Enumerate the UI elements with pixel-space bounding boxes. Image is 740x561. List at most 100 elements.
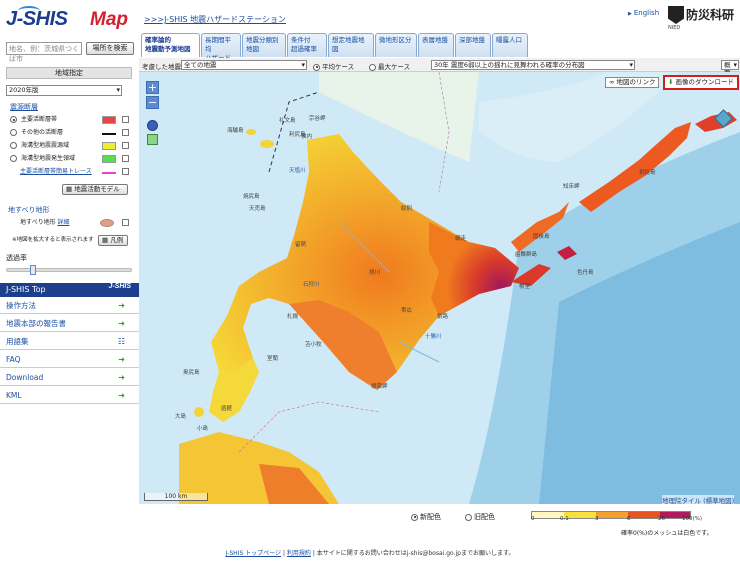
map-label: 大島 bbox=[175, 414, 187, 420]
search-button[interactable]: 場所を検索 bbox=[86, 42, 134, 55]
landslide-row[interactable]: 地すべり地形 詳細 bbox=[20, 218, 144, 228]
color-old-label: 旧配色 bbox=[474, 513, 495, 521]
radio-icon bbox=[465, 513, 472, 521]
fault-label: その他の活断層 bbox=[21, 129, 64, 136]
map-label: 焼尻島 bbox=[243, 194, 260, 200]
fault-row-main[interactable]: 主要活断層帯 bbox=[10, 115, 134, 125]
footer-top-link[interactable]: J-SHIS トップページ bbox=[225, 550, 282, 557]
legend-button[interactable]: ▦ 凡例 bbox=[98, 235, 128, 246]
case-max-option[interactable]: 最大ケース bbox=[369, 61, 410, 71]
menu-item-download[interactable]: Download ➜ bbox=[0, 369, 139, 386]
landslide-detail-link[interactable]: 詳細 bbox=[57, 219, 70, 226]
checkbox[interactable] bbox=[122, 129, 129, 136]
zoom-out-button[interactable]: − bbox=[146, 96, 159, 109]
arrow-right-icon: ➜ bbox=[118, 373, 125, 382]
tab-by-category[interactable]: 地震分類別 地図 bbox=[242, 33, 286, 57]
jshis-map-logo[interactable]: J-SHIS Map bbox=[4, 6, 136, 36]
case-avg-option[interactable]: 平均ケース bbox=[313, 61, 354, 71]
radio-icon bbox=[10, 155, 17, 162]
map-label: 留萌 bbox=[295, 242, 307, 248]
fault-row-other[interactable]: その他の活断層 bbox=[10, 128, 134, 138]
fault-model-button[interactable]: ▦ 地震活動モデル bbox=[62, 184, 128, 195]
swatch-red bbox=[102, 116, 116, 124]
fault-title[interactable]: 震源断層 bbox=[10, 103, 38, 111]
menu-item-kml[interactable]: KML ➜ bbox=[0, 387, 139, 404]
footer-email[interactable]: j-shis@bosai.go.jp bbox=[406, 550, 461, 557]
eq-select[interactable]: 全ての地震 bbox=[181, 60, 307, 70]
layer-icon[interactable] bbox=[147, 134, 158, 145]
tab-line: 地図 bbox=[246, 45, 259, 53]
map-type-select[interactable]: 30年 震度6弱以上の揺れに見舞われる確率の分布図 bbox=[431, 60, 635, 70]
checkbox[interactable] bbox=[122, 219, 129, 226]
tab-long-term[interactable]: 長期間平均ハザード bbox=[201, 33, 241, 62]
swatch-green bbox=[102, 155, 116, 163]
menu-item-howto[interactable]: 操作方法 ➜ bbox=[0, 297, 139, 314]
download-image-button[interactable]: ⬇ 画像のダウンロード bbox=[663, 75, 739, 90]
link-icon: ∞ bbox=[609, 78, 617, 86]
checkbox[interactable] bbox=[122, 142, 129, 149]
menu-item-faq[interactable]: FAQ ➜ bbox=[0, 351, 139, 368]
map-label: 旭川 bbox=[369, 270, 381, 276]
map-label: 天塩川 bbox=[289, 168, 306, 174]
tab-surface-ground[interactable]: 表層地盤 bbox=[418, 33, 454, 57]
tab-microtopography[interactable]: 微地形区分 bbox=[375, 33, 417, 57]
map-toolbar: 考慮した地震 全ての地震 平均ケース 最大ケース 30年 震度6弱以上の揺れに見… bbox=[139, 58, 740, 77]
book-icon: ☷ bbox=[117, 337, 125, 346]
map-label: 帯広 bbox=[401, 308, 413, 314]
legend-tick: 26 bbox=[658, 516, 665, 522]
legend-area: 新配色 旧配色 0 0.1 3 6 26 100(%) 確率0(%)のメッシュは… bbox=[139, 504, 740, 544]
zoom-in-button[interactable]: + bbox=[146, 81, 159, 94]
menu-item-reports[interactable]: 地震本部の報告書 ➜ bbox=[0, 315, 139, 332]
opacity-slider-track[interactable] bbox=[6, 268, 132, 272]
color-old-option[interactable]: 旧配色 bbox=[465, 512, 495, 522]
map-label: 石狩川 bbox=[303, 282, 320, 288]
map-label: 室蘭 bbox=[267, 356, 279, 362]
map-link-button[interactable]: ∞ 地図のリンク bbox=[605, 77, 660, 88]
tab-exposure[interactable]: 曝露人口 bbox=[492, 33, 528, 57]
map-label: 天売島 bbox=[249, 206, 266, 212]
region-head: 地域指定 bbox=[6, 67, 132, 79]
checkbox[interactable] bbox=[122, 168, 129, 175]
checkbox[interactable] bbox=[122, 155, 129, 162]
tab-conditional[interactable]: 条件付 超過確率 bbox=[287, 33, 327, 57]
tab-deep-ground[interactable]: 深部地盤 bbox=[455, 33, 491, 57]
overview-button[interactable]: 概要 bbox=[721, 60, 739, 77]
swatch-magenta-line bbox=[102, 172, 116, 174]
checkbox[interactable] bbox=[122, 116, 129, 123]
tab-scenario[interactable]: 想定地震地図 bbox=[328, 33, 374, 57]
map-label: 小島 bbox=[197, 426, 209, 432]
tab-probabilistic[interactable]: 確率論的 地震動予測地図 bbox=[141, 33, 200, 57]
opacity-label: 透過率 bbox=[6, 254, 27, 262]
map-label: 歯舞群島 bbox=[515, 252, 538, 258]
landslide-title: 地すべり地形 bbox=[8, 206, 50, 214]
fault-row-trench-source[interactable]: 海溝型地震震源域 bbox=[10, 141, 134, 151]
logo-map-text: Map bbox=[90, 9, 128, 30]
fault-row-trench-area[interactable]: 海溝型地震発生領域 bbox=[10, 154, 134, 164]
footer-contact-tail: までお願いします。 bbox=[460, 550, 515, 557]
fault-row-trace[interactable]: 主要活断層帯簡易トレース bbox=[20, 167, 144, 177]
nied-logo[interactable]: 防災科研 NIED bbox=[668, 6, 738, 32]
radio-icon bbox=[10, 142, 17, 149]
search-input[interactable]: 地名、例：茨城県つくば市 bbox=[6, 42, 82, 63]
jshis-top-link[interactable]: J-SHIS Top J-SHIS bbox=[0, 283, 139, 297]
tab-line: 確率論的 bbox=[145, 36, 171, 44]
boundary-line bbox=[238, 401, 380, 453]
fault-label: 主要活断層帯簡易トレース bbox=[20, 168, 92, 175]
fault-line bbox=[268, 91, 320, 173]
hazard-map[interactable]: + − ∞ 地図のリンク ⬇ 画像のダウンロード 利尻島 礼文島 海驢島 天売島… bbox=[139, 72, 740, 504]
english-link[interactable]: English bbox=[628, 9, 659, 17]
radio-icon bbox=[369, 63, 376, 71]
map-label: 知床岬 bbox=[563, 184, 580, 190]
hazard-station-link[interactable]: >>>J-SHIS 地震ハザードステーション bbox=[144, 15, 286, 24]
color-new-option[interactable]: 新配色 bbox=[411, 512, 441, 522]
menu-item-glossary[interactable]: 用語集 ☷ bbox=[0, 333, 139, 350]
year-select[interactable]: 2020年版 bbox=[6, 85, 122, 96]
globe-icon[interactable] bbox=[147, 120, 158, 131]
opacity-slider-handle[interactable] bbox=[30, 265, 36, 275]
case-max-label: 最大ケース bbox=[378, 63, 411, 71]
footer-terms-link[interactable]: 利用規約 bbox=[286, 550, 311, 557]
legend-label: 凡例 bbox=[110, 236, 124, 244]
menu-label: 用語集 bbox=[6, 337, 29, 346]
rishiri-island bbox=[260, 140, 274, 148]
attribution-link[interactable]: 地理院タイル (標準地図) bbox=[662, 495, 735, 504]
